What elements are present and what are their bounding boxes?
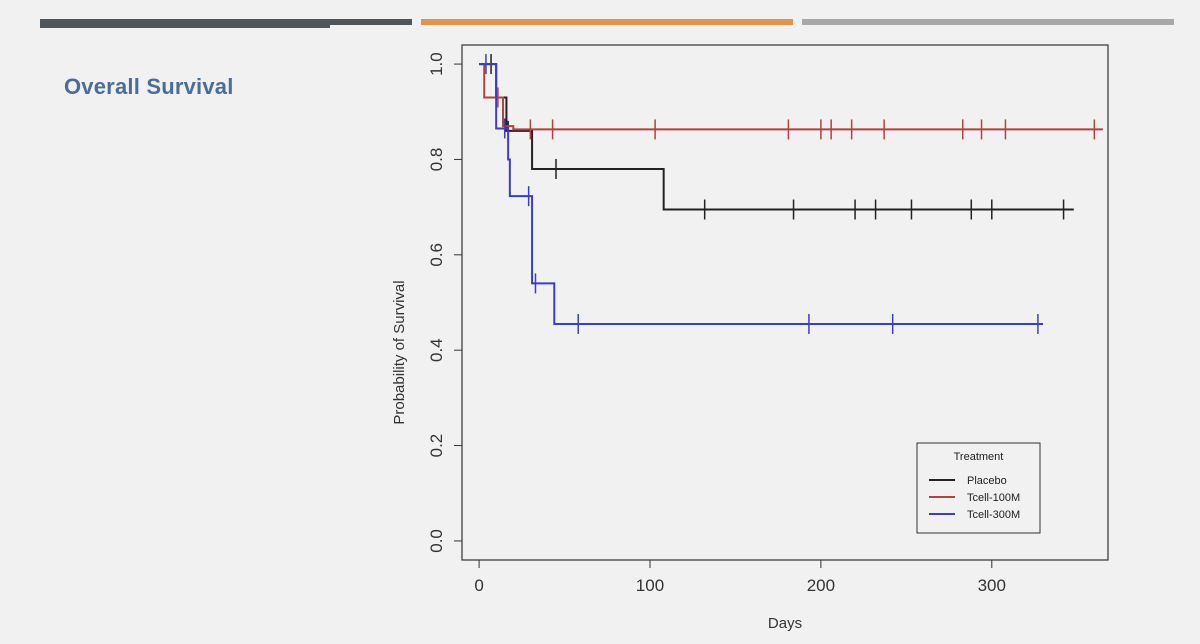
x-tick-label: 200: [807, 576, 835, 595]
legend-box: [916, 442, 1041, 534]
x-tick-label: 100: [636, 576, 664, 595]
header-bar-orange: [421, 19, 793, 25]
y-tick-label: 0.2: [427, 434, 446, 458]
header-bar-gray: [802, 19, 1174, 25]
y-tick-label: 0.4: [427, 338, 446, 362]
header-bar-dark-underline: [40, 25, 330, 28]
legend-entry: Tcell-100M: [967, 492, 1020, 504]
y-tick-label: 1.0: [427, 52, 446, 76]
y-axis-label: Probability of Survival: [391, 280, 408, 424]
y-tick-label: 0.8: [427, 148, 446, 172]
y-tick-label: 0.0: [427, 529, 446, 553]
series-line-tcell-300m: [479, 63, 1044, 325]
series-line-tcell-100m: [479, 63, 1103, 131]
plot-frame: [461, 44, 1109, 561]
x-axis-label: Days: [768, 615, 802, 632]
header-bar-dark: [40, 19, 412, 25]
slide-title: Overall Survival: [64, 74, 234, 99]
x-tick-label: 0: [474, 576, 483, 595]
series-line-placebo: [479, 63, 1074, 211]
legend-title: Treatment: [954, 451, 1004, 463]
legend-entry: Tcell-300M: [967, 509, 1020, 521]
x-tick-label: 300: [978, 576, 1006, 595]
y-tick-label: 0.6: [427, 243, 446, 267]
legend-entry: Placebo: [967, 475, 1007, 487]
